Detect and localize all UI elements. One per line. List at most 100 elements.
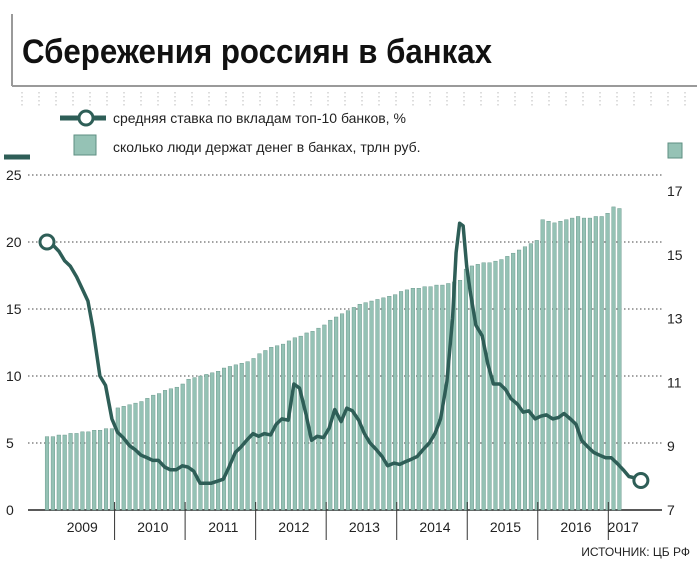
line-series: [38, 221, 650, 490]
bar: [286, 340, 291, 511]
bar: [109, 428, 114, 511]
bar: [174, 386, 179, 511]
bar: [186, 378, 191, 511]
bar: [62, 434, 67, 511]
x-tick-label: 2015: [490, 519, 521, 535]
right-tick-label: 9: [667, 438, 675, 454]
bar: [157, 393, 162, 511]
bar: [357, 304, 362, 511]
bar: [570, 217, 575, 511]
x-tick-label: 2017: [608, 519, 639, 535]
bar: [44, 436, 50, 511]
legend-bar-label: сколько люди держат денег в банках, трлн…: [113, 139, 421, 155]
bar: [481, 262, 486, 511]
bar: [593, 216, 598, 511]
x-tick-label: 2013: [349, 519, 380, 535]
bar: [103, 428, 109, 511]
bar: [428, 286, 433, 511]
right-axis-bar-key: [667, 142, 683, 159]
bar: [239, 363, 244, 511]
bar: [434, 284, 439, 511]
bar: [505, 256, 510, 511]
right-tick-label: 11: [667, 374, 682, 390]
right-tick-label: 13: [667, 311, 683, 327]
x-axis-labels: 2009 2010 2011 2012 2013 2014 2015 2016 2017: [67, 519, 639, 535]
left-tick-label: 20: [6, 234, 22, 250]
bar: [410, 288, 415, 511]
right-tick-label: 17: [667, 183, 683, 199]
bar: [446, 283, 451, 511]
right-tick-label: 15: [667, 247, 683, 263]
legend-line-label: средняя ставка по вкладам топ-10 банков,…: [113, 110, 406, 126]
x-tick-label: 2012: [278, 519, 309, 535]
bar: [133, 402, 138, 511]
bar: [74, 433, 79, 511]
bar: [564, 219, 569, 511]
chart-title: Сбережения россиян в банках: [22, 33, 492, 71]
legend: средняя ставка по вкладам топ-10 банков,…: [60, 109, 421, 156]
left-tick-label: 0: [6, 502, 14, 518]
bar: [257, 353, 262, 511]
left-tick-label: 5: [6, 435, 14, 451]
bar: [546, 221, 551, 511]
bar: [221, 367, 227, 511]
bar-series: [44, 206, 622, 511]
bar: [576, 216, 581, 511]
left-tick-label: 10: [6, 368, 22, 384]
bar: [127, 404, 132, 511]
bar: [145, 398, 150, 511]
bar: [68, 433, 73, 511]
bar: [387, 296, 392, 511]
title-box: [12, 14, 697, 86]
bar: [558, 221, 563, 511]
bar: [617, 208, 622, 511]
bar: [552, 222, 557, 511]
rate-start-point: [38, 233, 56, 251]
x-tick-label: 2011: [208, 519, 238, 535]
bar: [587, 217, 592, 511]
bar: [581, 217, 587, 511]
x-tick-label: 2016: [560, 519, 591, 535]
bar: [528, 243, 533, 511]
legend-line-marker: [77, 109, 95, 127]
x-tick-label: 2010: [137, 519, 168, 535]
bar: [263, 350, 268, 511]
bar: [534, 240, 539, 511]
bar: [511, 252, 516, 511]
bar: [475, 264, 480, 511]
bar: [192, 377, 197, 511]
bar: [540, 219, 545, 511]
bar: [522, 246, 528, 511]
bar: [121, 406, 126, 511]
bar: [198, 375, 203, 511]
bar: [298, 335, 303, 511]
bar: [204, 374, 209, 511]
bar: [322, 324, 327, 511]
bar: [56, 434, 61, 511]
bar: [605, 213, 610, 511]
bar: [50, 436, 55, 511]
bar: [469, 265, 474, 511]
bar: [458, 280, 463, 511]
bar: [381, 297, 386, 511]
bar: [351, 307, 356, 511]
bar: [281, 343, 286, 511]
right-tick-label: 7: [667, 502, 675, 518]
bar: [80, 431, 85, 511]
x-tick-label: 2009: [67, 519, 98, 535]
bar: [517, 249, 522, 511]
bar: [151, 394, 156, 511]
rate-line: [45, 221, 643, 485]
bar: [463, 268, 469, 511]
bar: [404, 289, 409, 511]
bar: [363, 302, 368, 511]
bar: [369, 300, 374, 511]
bar: [399, 291, 404, 511]
bar: [416, 288, 421, 511]
rate-end-point: [632, 472, 650, 490]
bar: [233, 364, 238, 511]
left-axis-ticks: 0 5 10 15 20 25: [6, 167, 22, 518]
bar: [162, 390, 168, 511]
bar: [611, 206, 616, 511]
